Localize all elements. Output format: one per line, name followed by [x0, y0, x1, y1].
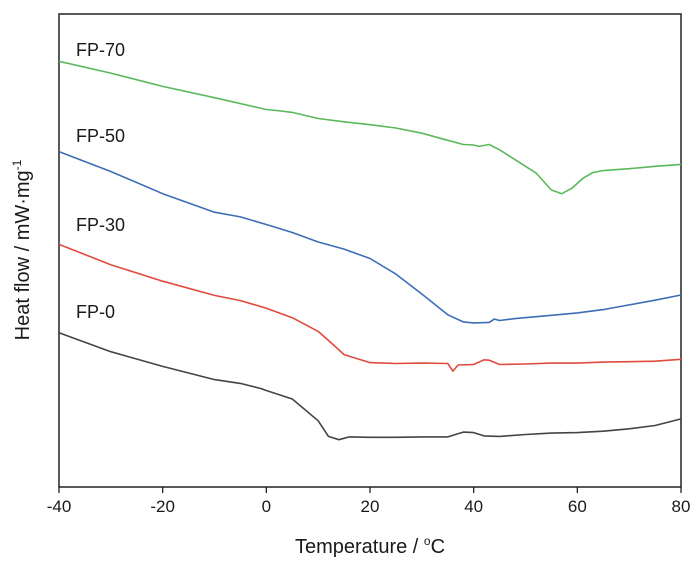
series-label-fp-30: FP-30	[76, 215, 125, 235]
y-axis-title-text: Heat flow / mW·mg	[12, 170, 34, 340]
x-tick-label: -20	[150, 497, 175, 516]
x-tick-label: 20	[361, 497, 380, 516]
series-label-fp-50: FP-50	[76, 126, 125, 146]
series-line-fp-30	[58, 243, 682, 372]
x-axis-title-unit: C	[431, 536, 445, 558]
x-axis: -40 -20 0 20 40 60 80	[47, 487, 691, 516]
series-line-fp-70	[58, 60, 682, 195]
x-axis-title: Temperature / oC	[295, 534, 445, 558]
x-tick-label: 40	[464, 497, 483, 516]
series-labels: FP-70 FP-50 FP-30 FP-0	[76, 40, 125, 322]
x-axis-title-degree: o	[424, 534, 431, 548]
series-line-fp-50	[58, 150, 682, 324]
series-label-fp-0: FP-0	[76, 302, 115, 322]
series-label-fp-70: FP-70	[76, 40, 125, 60]
x-tick-label: -40	[47, 497, 72, 516]
x-tick-label: 80	[672, 497, 691, 516]
y-axis-title: Heat flow / mW·mg-1	[10, 159, 34, 340]
x-tick-label: 0	[262, 497, 271, 516]
x-axis-title-text: Temperature /	[295, 536, 424, 558]
plot-frame	[58, 13, 682, 488]
y-axis-title-exponent: -1	[10, 159, 24, 170]
series-layer	[58, 60, 682, 441]
x-tick-label: 60	[568, 497, 587, 516]
series-line-fp-0	[58, 332, 682, 441]
